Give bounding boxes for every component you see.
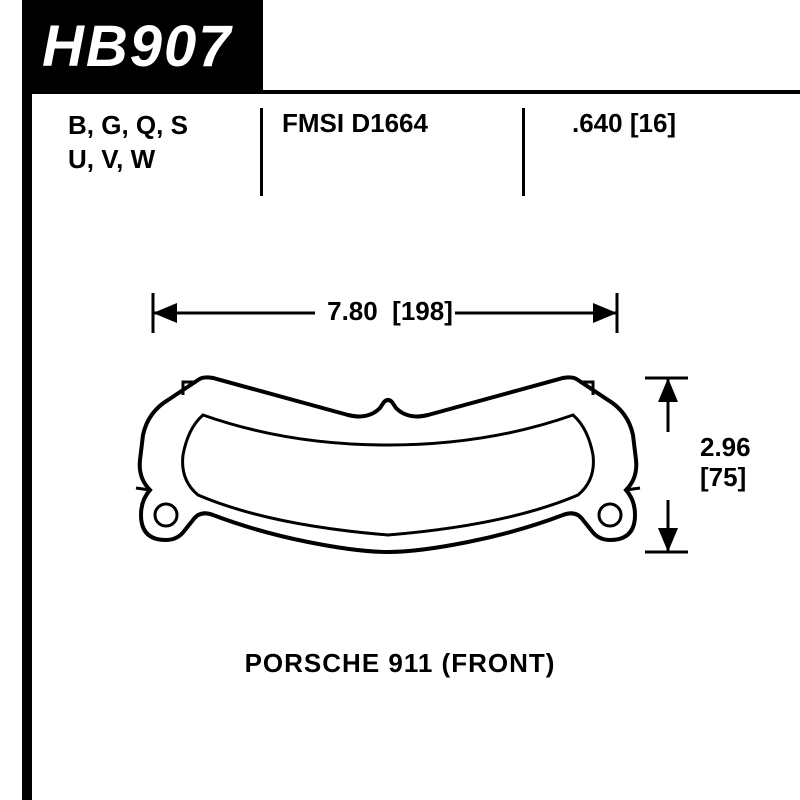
diagram-canvas: HB907 B, G, Q, S U, V, W FMSI D1664 .640…	[0, 0, 800, 800]
header-underline	[22, 90, 800, 94]
product-name: PORSCHE 911 (FRONT)	[120, 648, 680, 679]
brake-pad-outline	[108, 360, 668, 600]
spec-sep-1	[260, 108, 263, 196]
compounds-block: B, G, Q, S U, V, W	[68, 108, 188, 176]
part-number-box: HB907	[22, 0, 263, 94]
height-dimension	[640, 370, 700, 580]
compounds-line1: B, G, Q, S	[68, 108, 188, 142]
thickness-text: .640 [16]	[572, 108, 676, 139]
compounds-line2: U, V, W	[68, 142, 188, 176]
part-number: HB907	[42, 14, 233, 79]
left-frame-bar	[22, 0, 32, 800]
spec-sep-2	[522, 108, 525, 196]
width-value: 7.80 [198]	[320, 296, 460, 327]
fmsi-text: FMSI D1664	[282, 108, 428, 139]
height-value: 2.96 [75]	[700, 432, 751, 492]
